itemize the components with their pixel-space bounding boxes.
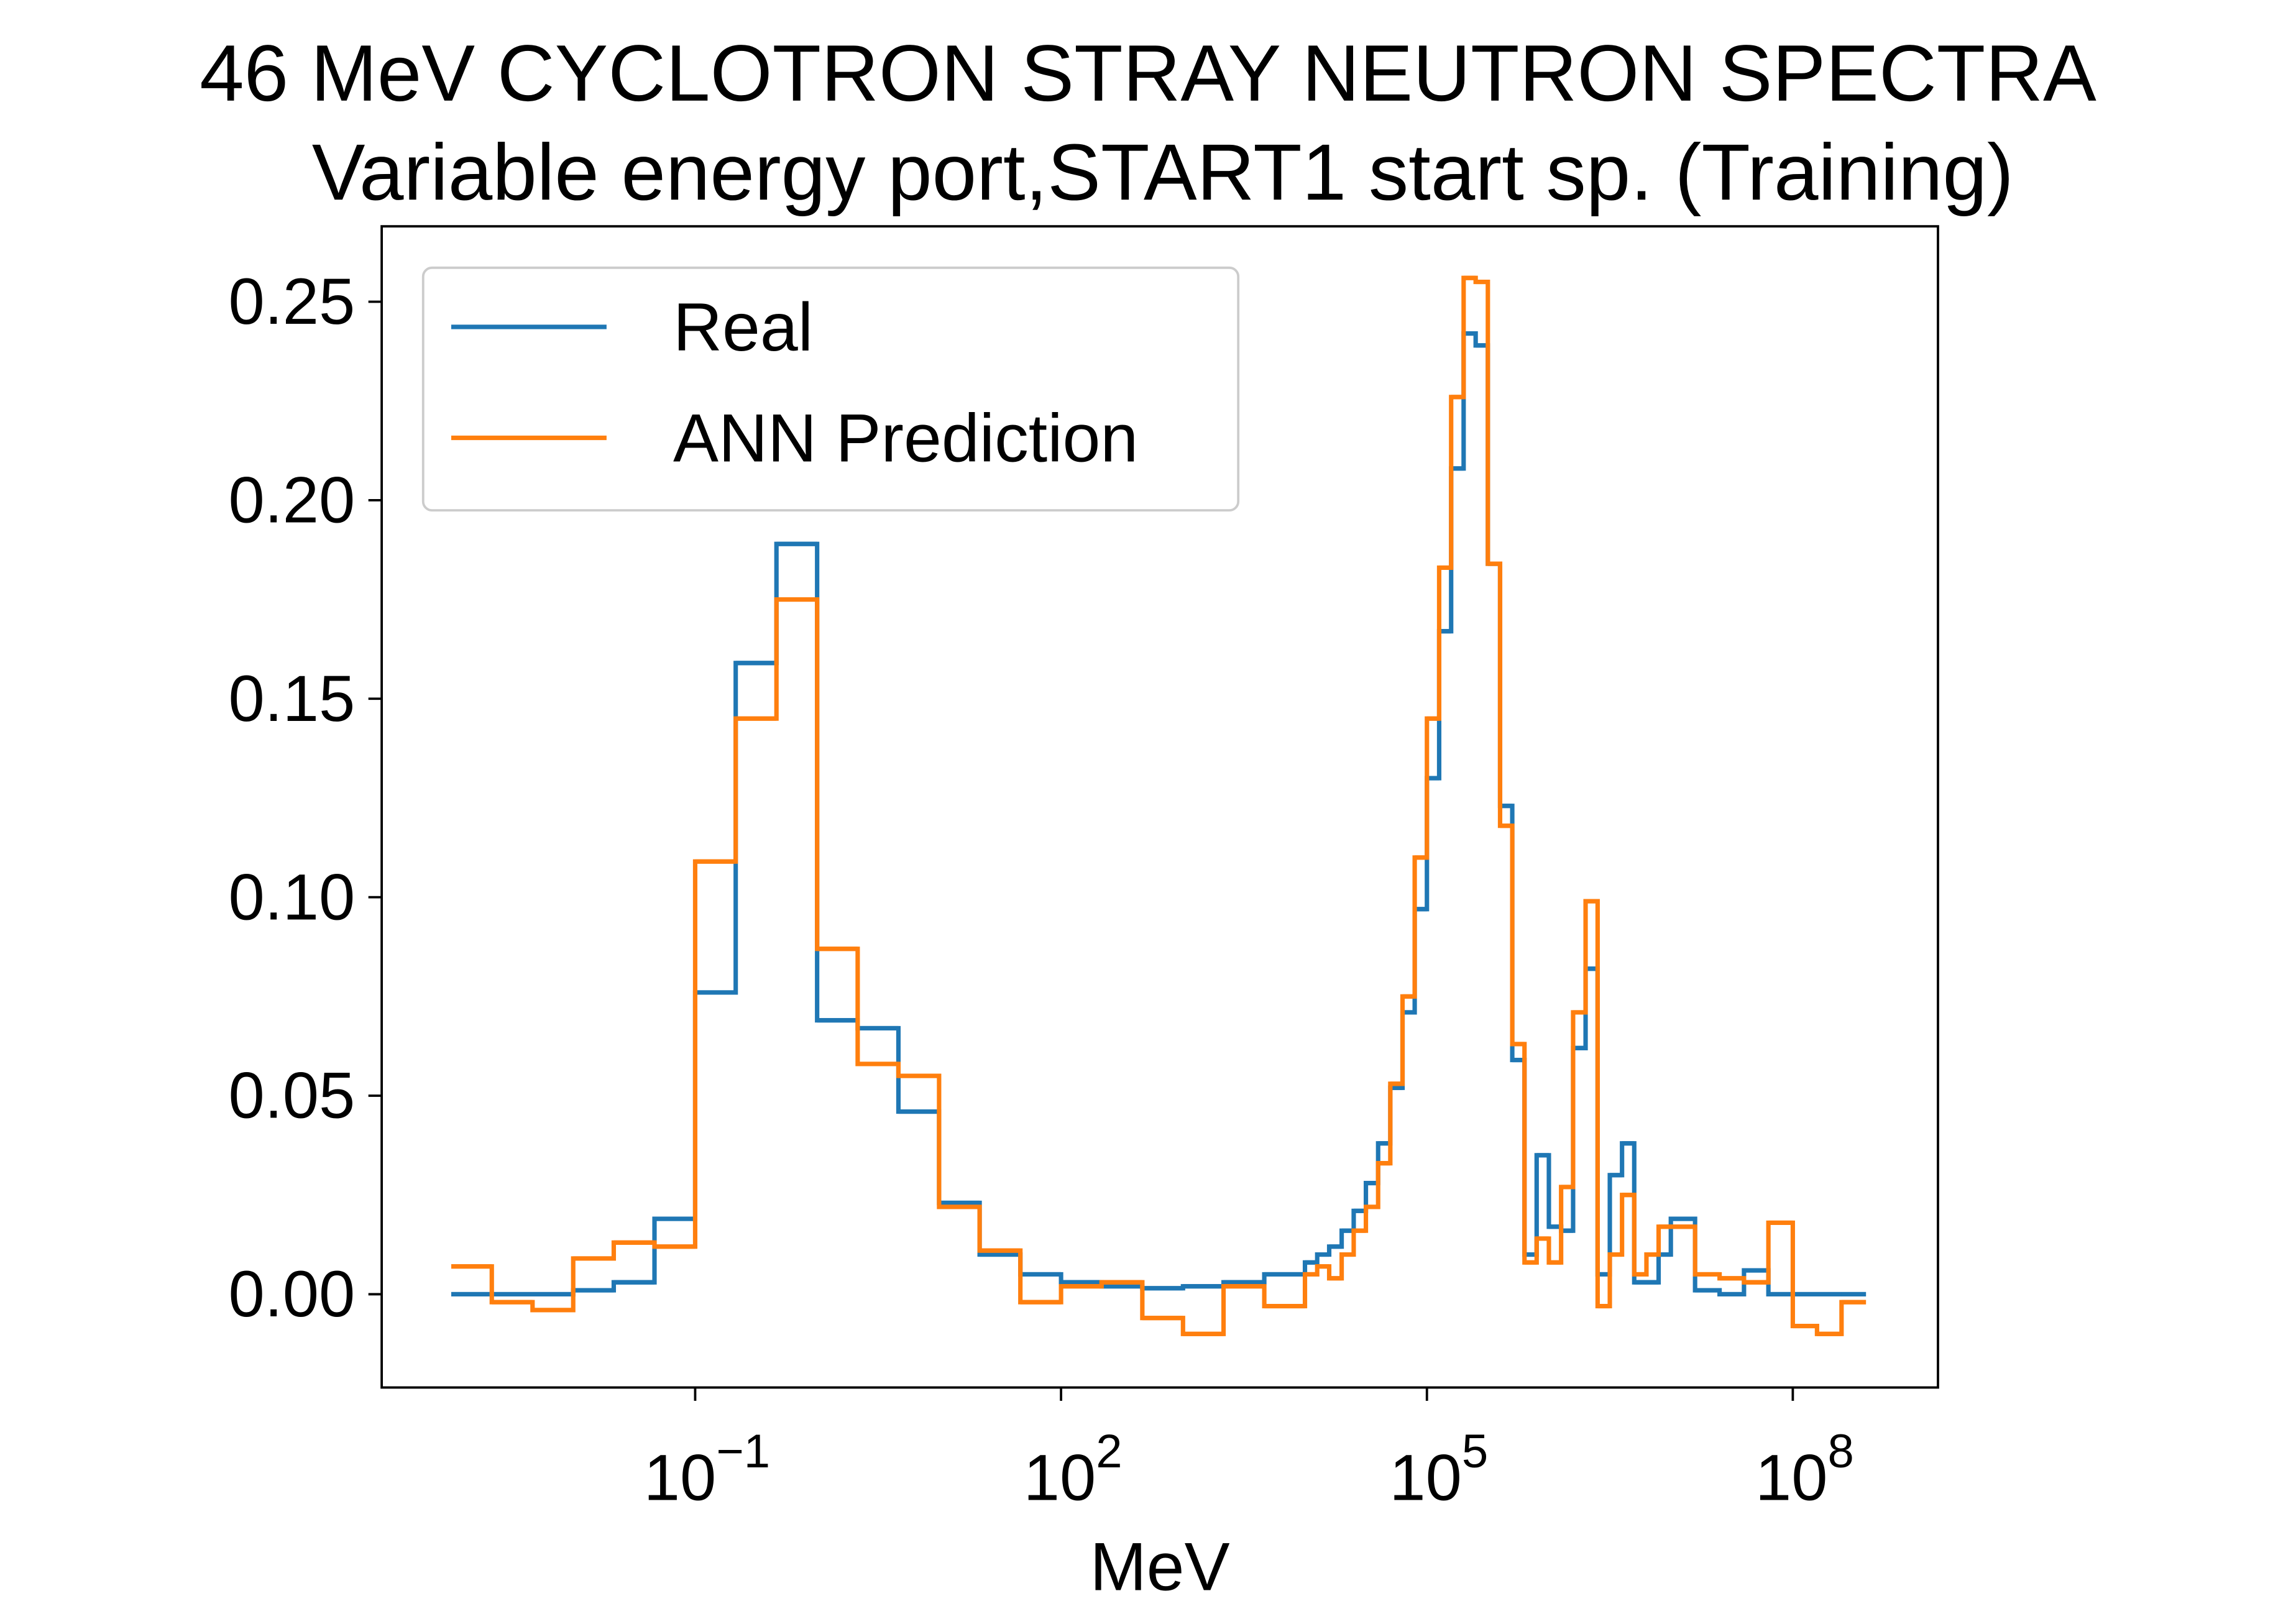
x-tick-label: 105 — [1389, 1425, 1488, 1514]
x-tick-base: 10 — [1755, 1441, 1827, 1514]
x-tick-exponent: 8 — [1828, 1425, 1854, 1478]
x-tick-base: 10 — [1389, 1441, 1461, 1514]
y-tick-label: 0.25 — [228, 265, 355, 338]
legend-box — [421, 266, 1240, 512]
series — [451, 275, 1867, 1336]
axes-frame — [380, 225, 1939, 1389]
x-tick-exponent: −1 — [716, 1425, 770, 1478]
legend-label: Real — [673, 290, 813, 365]
x-tick-label: 108 — [1755, 1425, 1854, 1514]
x-axis-label: MeV — [1090, 1530, 1229, 1605]
x-tick-label: 10−1 — [644, 1425, 770, 1514]
x-tick-base: 10 — [644, 1441, 716, 1514]
y-tick-label: 0.15 — [228, 663, 355, 735]
y-tick-label: 0.20 — [228, 464, 355, 537]
x-tick-exponent: 5 — [1462, 1425, 1488, 1478]
chart-subtitle: Variable energy port,START1 start sp. (T… — [312, 128, 2014, 217]
y-tick-label: 0.10 — [228, 861, 355, 933]
y-tick-label: 0.05 — [228, 1060, 355, 1132]
x-tick-base: 10 — [1024, 1441, 1096, 1514]
x-tick-label: 102 — [1024, 1425, 1123, 1514]
y-tick-label: 0.00 — [228, 1258, 355, 1331]
chart-title: 46 MeV CYCLOTRON STRAY NEUTRON SPECTRA — [200, 29, 2096, 118]
x-tick-exponent: 2 — [1096, 1425, 1122, 1478]
legend-label: ANN Prediction — [673, 401, 1138, 477]
